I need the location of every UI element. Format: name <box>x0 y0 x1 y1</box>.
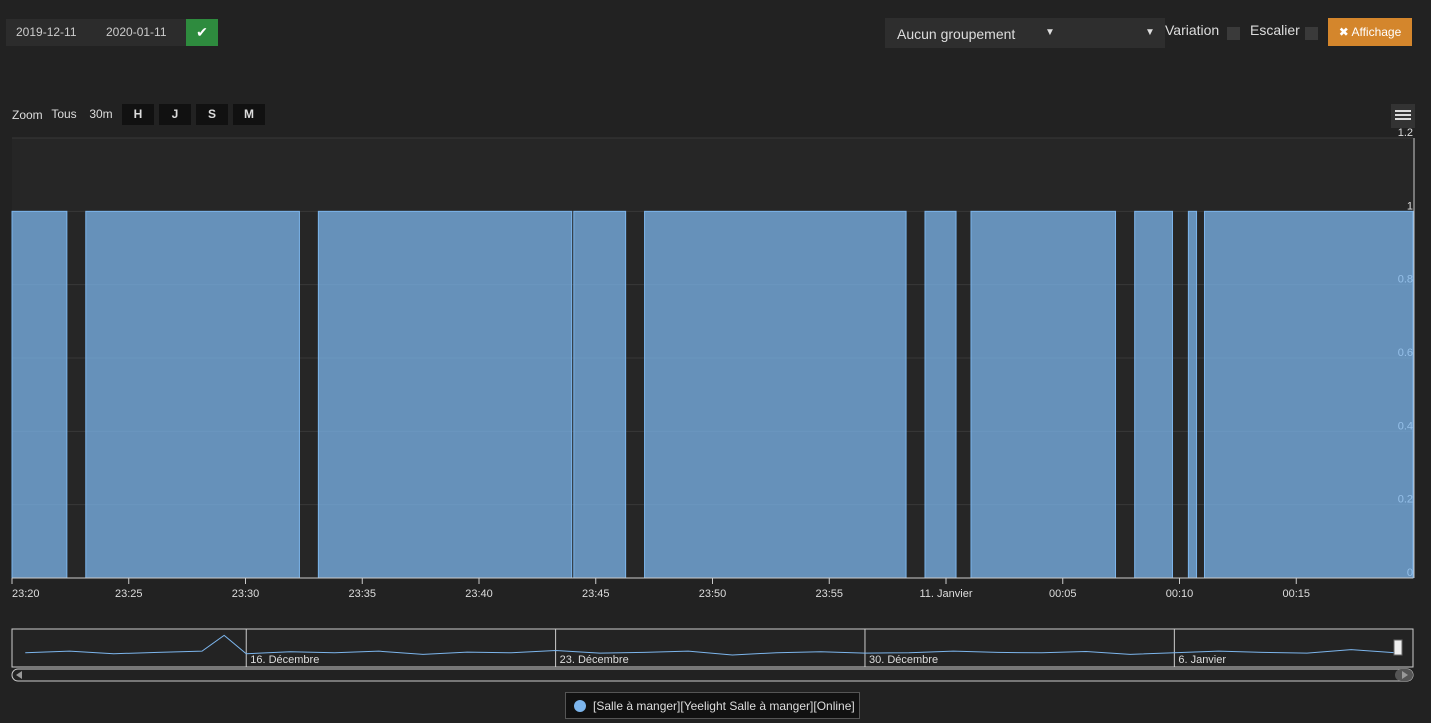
menu-button[interactable] <box>1391 104 1415 128</box>
x-tick-label: 23:35 <box>348 588 376 600</box>
step-segment <box>644 210 907 579</box>
step-segment <box>1134 210 1173 579</box>
x-tick-label: 23:20 <box>12 588 40 600</box>
navigator-label: 16. Décembre <box>250 654 319 666</box>
legend-marker <box>574 700 586 712</box>
step-segment <box>573 210 627 579</box>
escalier-label: Escalier <box>1250 22 1300 38</box>
zoom-button[interactable]: Tous <box>48 104 80 125</box>
grouping-text: Aucun groupement <box>897 26 1016 42</box>
step-segment <box>317 210 573 579</box>
y-tick-label: 1 <box>1407 200 1413 212</box>
navigator-label: 30. Décembre <box>869 654 938 666</box>
x-tick-label: 23:55 <box>815 588 843 600</box>
x-tick-label: 23:30 <box>232 588 260 600</box>
affichage-text: Affichage <box>1351 25 1402 39</box>
zoom-button[interactable]: M <box>233 104 265 125</box>
step-segment <box>85 210 300 579</box>
grouping-select[interactable]: Aucun groupement ▼ ▼ <box>885 18 1165 48</box>
affichage-button[interactable]: ✖ Affichage <box>1328 18 1412 46</box>
step-segment <box>924 210 957 579</box>
scrollbar-arrow <box>16 671 22 679</box>
step-segment <box>1203 210 1414 579</box>
caret: ▼ <box>1045 27 1055 38</box>
x-tick-label: 23:45 <box>582 588 610 600</box>
x-tick-label: 00:05 <box>1049 588 1077 600</box>
navigator-frame <box>11 628 1414 668</box>
date-end[interactable]: 2020-01-11 <box>96 19 186 46</box>
x-tick-label: 23:40 <box>465 588 493 600</box>
step-segment <box>1187 210 1198 579</box>
variation-label: Variation <box>1165 22 1220 38</box>
x-tick-label: 23:50 <box>699 588 727 600</box>
x-tick-label: 00:15 <box>1282 588 1310 600</box>
variation-checkbox[interactable] <box>1227 27 1240 40</box>
legend-text[interactable]: [Salle à manger][Yeelight Salle à manger… <box>593 699 855 713</box>
navigator-label: 23. Décembre <box>560 654 629 666</box>
x-tick-label: 11. Janvier <box>920 588 973 600</box>
zoom-label: Zoom <box>12 108 43 122</box>
x-tick-label: 23:25 <box>115 588 143 600</box>
zoom-button[interactable]: S <box>196 104 228 125</box>
zoom-button[interactable]: 30m <box>84 104 118 125</box>
navigator-handle <box>1393 639 1403 656</box>
zoom-button[interactable]: H <box>122 104 154 125</box>
legend: [Salle à manger][Yeelight Salle à manger… <box>565 692 860 719</box>
x-tick-label: 00:10 <box>1166 588 1194 600</box>
validate-button[interactable]: ✔ <box>186 19 218 46</box>
navigator-label: 6. Janvier <box>1178 654 1226 666</box>
escalier-checkbox[interactable] <box>1305 27 1318 40</box>
scrollbar-track <box>11 668 1414 682</box>
menu-icon <box>1395 110 1411 112</box>
zoom-button[interactable]: J <box>159 104 191 125</box>
y-tick-label: 1.2 <box>1398 127 1413 139</box>
scrollbar-arrow <box>1402 671 1408 679</box>
date-start[interactable]: 2019-12-11 <box>6 19 96 46</box>
caret: ▼ <box>1145 27 1155 38</box>
step-segment <box>970 210 1117 579</box>
navigator-line <box>25 634 1396 656</box>
step-segment <box>11 210 68 579</box>
